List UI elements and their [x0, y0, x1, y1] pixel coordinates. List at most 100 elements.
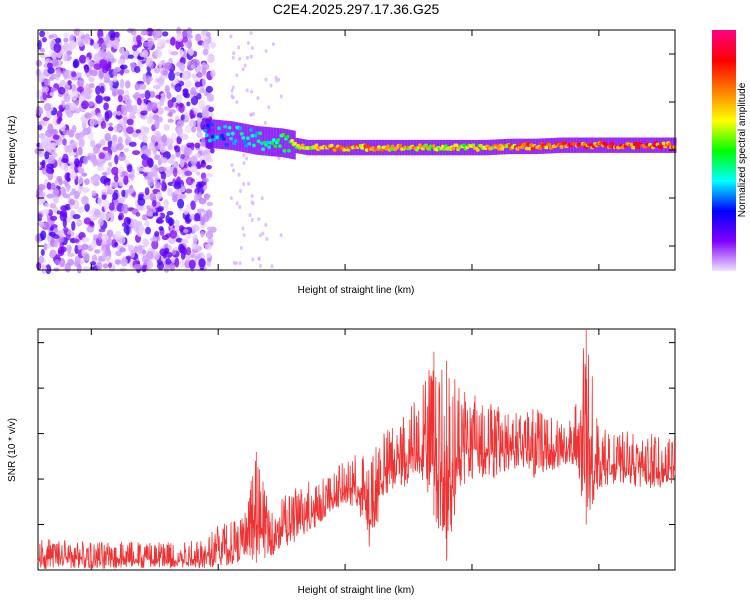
- noise-blob: [156, 167, 165, 173]
- noise-blob: [250, 200, 254, 205]
- colorbar-segment: [712, 96, 736, 99]
- noise-blob: [84, 112, 92, 119]
- noise-blob: [86, 226, 95, 233]
- noise-blob: [114, 241, 119, 248]
- noise-blob: [257, 217, 261, 222]
- noise-blob: [102, 146, 110, 151]
- noise-blob: [140, 30, 149, 36]
- noise-blob: [183, 147, 191, 158]
- noise-blob: [119, 247, 126, 253]
- noise-blob: [245, 88, 249, 93]
- noise-blob: [186, 101, 191, 107]
- colorbar-segment: [712, 196, 736, 199]
- noise-blob: [163, 106, 171, 111]
- noise-blob: [205, 209, 213, 218]
- colorbar-segment: [712, 210, 736, 213]
- noise-blob: [137, 58, 142, 68]
- noise-blob: [41, 266, 48, 272]
- noise-blob: [58, 229, 65, 237]
- noise-blob: [191, 224, 200, 232]
- ridge-halo: [219, 120, 222, 149]
- noise-blob: [206, 201, 213, 207]
- colorbar-segment: [712, 222, 736, 225]
- noise-blob: [250, 89, 254, 94]
- noise-blob: [116, 110, 122, 116]
- noise-blob: [66, 216, 72, 224]
- noise-blob: [163, 203, 168, 212]
- noise-blob: [202, 48, 209, 56]
- noise-blob: [75, 220, 82, 226]
- noise-blob: [176, 168, 183, 175]
- noise-blob: [105, 33, 110, 44]
- noise-blob: [164, 85, 170, 94]
- colorbar-segment: [712, 212, 736, 215]
- noise-blob: [112, 134, 118, 143]
- noise-blob: [37, 184, 46, 191]
- bottom-x-axis-label: Height of straight line (km): [298, 585, 415, 596]
- noise-blob: [59, 122, 66, 132]
- colorbar-segment: [712, 30, 736, 33]
- noise-blob: [194, 153, 201, 159]
- noise-blob: [43, 78, 51, 86]
- noise-blob: [176, 135, 182, 145]
- ridge-point: [258, 131, 263, 136]
- noise-blob: [48, 34, 54, 39]
- noise-blob: [96, 112, 103, 119]
- noise-blob: [39, 191, 46, 199]
- noise-blob: [135, 129, 142, 134]
- noise-blob: [181, 71, 189, 81]
- colorbar-segment: [712, 256, 736, 259]
- ridge-halo: [528, 138, 531, 155]
- noise-blob: [121, 222, 127, 228]
- noise-blob: [238, 56, 242, 61]
- noise-blob: [87, 126, 92, 134]
- noise-blob: [69, 162, 75, 170]
- noise-blob: [67, 159, 73, 164]
- noise-blob: [35, 59, 42, 67]
- noise-blob: [205, 172, 214, 178]
- colorbar-segment: [712, 154, 736, 157]
- noise-blob: [123, 159, 130, 165]
- noise-blob: [200, 230, 205, 238]
- noise-blob: [71, 71, 77, 78]
- noise-blob: [108, 210, 114, 219]
- noise-blob: [64, 144, 69, 153]
- ridge-point: [242, 140, 248, 144]
- ridge-halo: [289, 129, 292, 159]
- noise-blob: [230, 94, 234, 99]
- noise-blob: [147, 40, 154, 48]
- noise-blob: [54, 258, 61, 266]
- ridge-halo: [207, 118, 210, 148]
- colorbar-segment: [712, 38, 736, 41]
- noise-blob: [184, 80, 192, 89]
- noise-blob: [200, 136, 206, 147]
- ridge-point: [248, 128, 254, 132]
- ridge-halo: [563, 137, 566, 153]
- noise-blob: [96, 165, 105, 171]
- noise-blob: [132, 104, 138, 115]
- noise-blob: [63, 162, 69, 172]
- colorbar-segment: [712, 178, 736, 181]
- noise-blob: [39, 30, 46, 38]
- colorbar-segment: [712, 216, 736, 219]
- noise-blob: [84, 92, 92, 100]
- ridge-point: [250, 133, 255, 138]
- noise-blob: [142, 73, 147, 83]
- noise-blob: [167, 188, 173, 197]
- ridge-halo: [237, 122, 240, 152]
- noise-blob: [147, 172, 155, 178]
- noise-blob: [100, 85, 105, 94]
- noise-blob: [76, 79, 83, 88]
- noise-blob: [155, 181, 161, 189]
- noise-blob: [279, 94, 283, 99]
- noise-blob: [49, 226, 54, 231]
- noise-blob: [148, 76, 153, 82]
- colorbar-segment: [712, 84, 736, 87]
- noise-blob: [169, 37, 176, 46]
- ridge-halo: [526, 138, 529, 155]
- noise-blob: [167, 218, 175, 226]
- noise-blob: [210, 69, 216, 78]
- colorbar-segment: [712, 176, 736, 179]
- noise-blob: [85, 83, 90, 93]
